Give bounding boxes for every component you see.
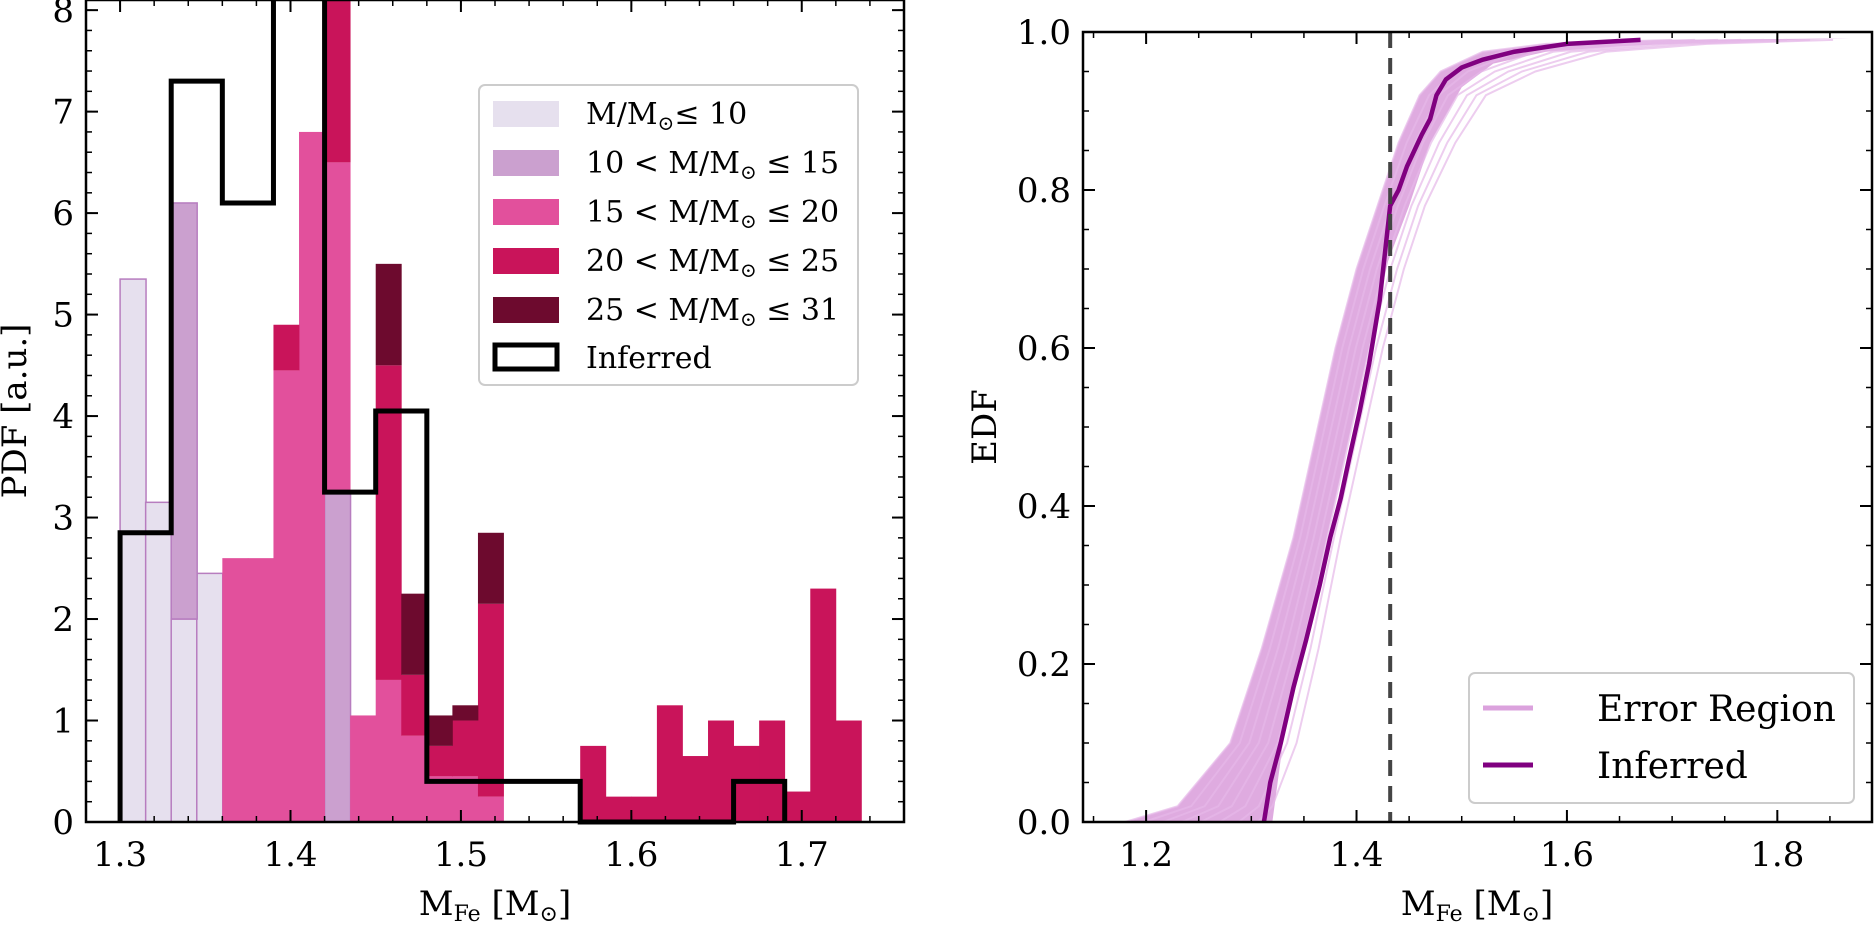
hist-bar-1-2: [170, 202, 198, 620]
legend-label-inferred: Inferred: [586, 341, 712, 376]
hist-bar-3-20: [631, 796, 658, 822]
hist-bar-3-23: [708, 720, 734, 822]
right-xtick-label-0: 1.2: [1119, 835, 1173, 875]
hist-bar-2-14: [477, 796, 504, 822]
hist-bar-3-21: [656, 705, 683, 822]
hist-bar-3-25: [759, 720, 786, 822]
hist-bar-2-4: [222, 558, 249, 822]
legend-label-inferred-right: Inferred: [1597, 746, 1748, 787]
hist-bar-3-28: [835, 720, 862, 822]
left-xtick-label-0: 1.3: [93, 835, 147, 875]
left-ticks: 1.3 1.4 1.5 1.6 1.7 0 1 2 3 4 5 6 7 8: [52, 0, 904, 875]
edf-panel: 1.2 1.4 1.6 1.8 0.0 0.2 0.4 0.6 0.8 1.0 EDF MFe […: [965, 13, 1874, 926]
hist-bar-3-22: [682, 756, 709, 822]
hist-bar-0-0: [119, 278, 147, 823]
hist-bar-2-8: [324, 162, 351, 493]
left-ytick-label-3: 3: [52, 499, 74, 539]
left-ytick-label-6: 6: [52, 194, 74, 234]
hist-bar-3-27: [810, 588, 837, 822]
right-xtick-label-2: 1.6: [1540, 835, 1594, 875]
hist-bar-3-6: [273, 324, 300, 371]
hist-bar-1-8: [323, 491, 352, 823]
hist-bar-0-1: [144, 501, 173, 823]
legend-label-20-25: 20 < M/M⊙ ≤ 25: [586, 244, 839, 282]
left-x-axis-label: MFe [M⊙]: [419, 884, 572, 926]
legend-swatch-inferred: [492, 342, 560, 372]
right-ytick-label-0: 0.0: [1017, 803, 1071, 843]
left-ytick-label-7: 7: [52, 93, 74, 133]
hist-bar-0-2: [170, 618, 198, 823]
legend-label-error-region: Error Region: [1597, 689, 1836, 730]
hist-bar-4-10: [375, 263, 402, 366]
left-xtick-label-2: 1.5: [434, 835, 488, 875]
hist-bar-2-12: [426, 776, 453, 822]
error-realization: [1238, 38, 1811, 823]
hist-bar-3-14: [477, 603, 504, 797]
hist-bar-4-12: [426, 715, 453, 746]
hist-bar-3-24: [733, 745, 760, 822]
hist-bar-2-11: [401, 735, 428, 822]
right-ytick-label-2: 0.4: [1017, 487, 1071, 527]
left-ytick-label-1: 1: [52, 702, 74, 742]
legend-label-15-20: 15 < M/M⊙ ≤ 20: [586, 195, 839, 233]
left-ytick-label-4: 4: [52, 397, 74, 437]
error-realization: [1181, 38, 1742, 823]
left-ytick-label-5: 5: [52, 296, 74, 336]
edf-legend: Error Region Inferred: [1468, 672, 1855, 804]
right-ytick-label-4: 0.8: [1017, 171, 1071, 211]
legend-swatch-15-20: [493, 199, 559, 225]
hist-bar-2-7: [299, 131, 325, 823]
hist-bar-2-5: [247, 558, 274, 822]
hist-bar-2-13: [452, 776, 479, 822]
right-xtick-label-1: 1.4: [1329, 835, 1383, 875]
hist-bar-3-18: [580, 745, 607, 822]
right-x-axis-label: MFe [M⊙]: [1401, 884, 1554, 926]
legend-swatch-25-31: [493, 297, 559, 323]
hist-bar-3-13: [452, 720, 479, 777]
hist-bar-2-6: [273, 370, 300, 822]
right-ytick-label-1: 0.2: [1017, 645, 1071, 685]
left-ytick-label-0: 0: [52, 803, 74, 843]
right-ytick-label-3: 0.6: [1017, 329, 1071, 369]
hist-bar-3-10: [375, 365, 402, 680]
legend-box-right: [1468, 672, 1855, 804]
left-xtick-label-4: 1.7: [775, 835, 829, 875]
hist-bar-0-3: [196, 572, 224, 823]
left-ytick-label-2: 2: [52, 600, 74, 640]
left-y-axis-label: PDF [a.u.]: [0, 324, 35, 499]
error-realization: [1256, 38, 1834, 823]
inferred-edf-line: [1261, 37, 1641, 823]
hist-bar-2-10: [375, 679, 402, 822]
hist-bar-4-14: [477, 532, 504, 604]
right-ticks: 1.2 1.4 1.6 1.8 0.0 0.2 0.4 0.6 0.8 1.0: [1017, 13, 1872, 875]
error-realization: [1162, 38, 1719, 823]
legend-swatch-10-15: [493, 150, 559, 176]
right-ytick-label-5: 1.0: [1017, 13, 1071, 53]
histogram-legend: M/M⊙≤ 10 10 < M/M⊙ ≤ 15 15 < M/M⊙ ≤ 20 2…: [478, 84, 859, 386]
left-ytick-label-8: 8: [52, 0, 74, 31]
hist-bar-4-13: [452, 705, 479, 721]
legend-label-25-31: 25 < M/M⊙ ≤ 31: [586, 293, 839, 331]
legend-box: [478, 84, 859, 386]
legend-swatch-le10: [493, 101, 559, 127]
hist-bar-4-11: [401, 593, 428, 675]
histogram-bars: [119, 0, 862, 823]
hist-bar-3-26: [784, 791, 811, 822]
legend-label-10-15: 10 < M/M⊙ ≤ 15: [586, 146, 839, 184]
legend-label-le10: M/M⊙≤ 10: [586, 97, 747, 135]
hist-bar-2-9: [350, 715, 377, 822]
hist-bar-3-19: [605, 796, 632, 822]
histogram-panel: 1.3 1.4 1.5 1.6 1.7 0 1 2 3 4 5 6 7 8 PDF [a.u.] MFe …: [0, 0, 906, 926]
right-xtick-label-3: 1.8: [1750, 835, 1804, 875]
hist-bar-3-12: [426, 745, 453, 777]
legend-swatch-20-25: [493, 248, 559, 274]
hist-bar-3-8: [324, 0, 351, 163]
left-xtick-label-3: 1.6: [604, 835, 658, 875]
hist-bar-3-11: [401, 674, 428, 736]
right-y-axis-label: EDF: [965, 389, 1005, 465]
error-realization: [1124, 38, 1673, 823]
left-xtick-label-1: 1.4: [263, 835, 317, 875]
